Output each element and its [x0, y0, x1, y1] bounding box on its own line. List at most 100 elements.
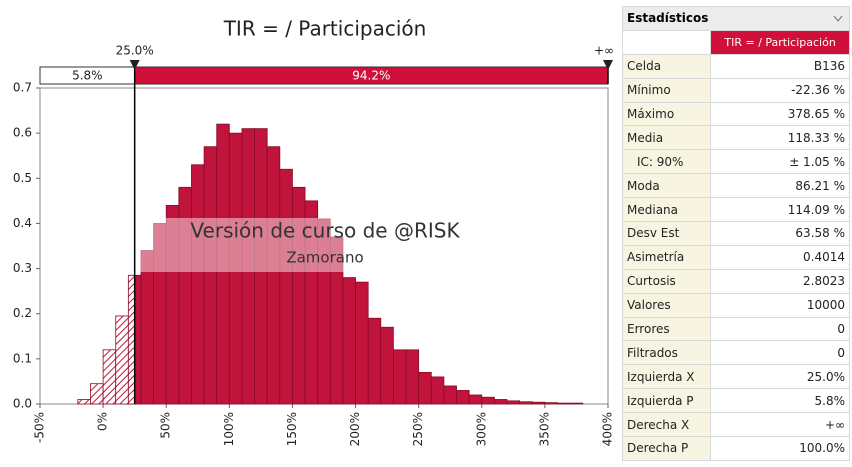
x-tick-label: 300% [474, 412, 488, 446]
stat-value: 5.8% [710, 388, 850, 414]
bar [203, 146, 218, 405]
stat-value: -22.36 % [710, 77, 850, 103]
bar [519, 401, 533, 405]
bar [342, 277, 356, 405]
bar [418, 371, 432, 405]
bar [468, 394, 483, 405]
x-tick-label: 150% [285, 412, 299, 446]
watermark-title: Versión de curso de @RISK [190, 219, 460, 243]
stat-value: 114.09 % [710, 197, 850, 223]
stats-row: Valores 10000 [621, 292, 850, 318]
stats-row: Media 118.33 % [621, 125, 850, 151]
stat-label: Mínimo [621, 77, 712, 103]
stat-label: Curtosis [621, 268, 712, 294]
bar [279, 168, 293, 405]
bar [102, 349, 117, 405]
bar [544, 402, 558, 405]
y-tick-label: 0.3 [13, 261, 32, 275]
stats-row: Asimetría 0.4014 [621, 244, 850, 270]
left-share-label: 5.8% [72, 69, 103, 83]
y-tick-label: 0.7 [13, 81, 32, 95]
stat-label: Máximo [621, 101, 712, 127]
chart: TIR = / Participación 0.0 0.1 0.2 0.3 0.4 0.5… [13, 17, 615, 447]
bar [140, 250, 155, 405]
x-tick-label: 50% [159, 412, 173, 439]
y-tick-label: 0.4 [13, 216, 32, 230]
bar [115, 315, 129, 405]
stat-label: Asimetría [621, 244, 712, 270]
y-tick-label: 0.1 [13, 351, 32, 365]
bar [481, 396, 495, 405]
table-title: Estadísticos [627, 11, 709, 26]
watermark-subtitle: Zamorano [286, 249, 363, 267]
stats-row: Máximo 378.65 % [621, 101, 850, 127]
stat-value: 0 [710, 340, 850, 366]
stat-label: Derecha P [621, 436, 712, 461]
y-tick-label: 0.6 [13, 126, 32, 140]
x-tick-label: 0% [96, 412, 110, 431]
stat-label: IC: 90% [621, 149, 712, 175]
bar [380, 326, 394, 405]
stat-value: 25.0% [710, 364, 850, 390]
stat-value: B136 [710, 53, 850, 79]
y-tick-label: 0.0 [13, 397, 32, 411]
stat-value: 63.58 % [710, 221, 850, 246]
x-tick-label: -50% [33, 412, 47, 443]
right-share-label: 94.2% [352, 69, 390, 83]
right-delimiter-label: +∞ [594, 44, 614, 58]
x-tick-label: 200% [348, 412, 362, 446]
table-header: Estadísticos [622, 6, 850, 31]
bar [443, 385, 457, 405]
bar [90, 383, 104, 405]
bar [493, 399, 508, 405]
bar [355, 281, 369, 405]
stat-label: Derecha X [621, 412, 712, 438]
stat-label: Errores [621, 316, 712, 342]
stat-value: 2.8023 [710, 268, 850, 294]
x-tick-label: 400% [601, 412, 615, 446]
stat-value: 378.65 % [710, 101, 850, 127]
stat-label: Valores [621, 292, 712, 318]
empty-cell [621, 29, 712, 55]
stats-row: Desv Est 63.58 % [621, 221, 850, 246]
stat-value: ± 1.05 % [710, 149, 850, 175]
stat-label: Media [621, 125, 712, 151]
stat-label: Izquierda X [621, 364, 712, 390]
bar [405, 349, 420, 405]
stat-value: 0.4014 [710, 244, 850, 270]
bar [266, 146, 281, 405]
chart-title: TIR = / Participación [223, 17, 427, 41]
stat-value: 100.0% [710, 436, 850, 461]
bar [557, 402, 571, 405]
stat-value: 0 [710, 316, 850, 342]
stat-value: 86.21 % [710, 173, 850, 199]
stats-row: Izquierda P 5.8% [621, 388, 850, 414]
stat-label: Desv Est [621, 221, 712, 246]
stat-label: Izquierda P [621, 388, 712, 414]
stat-label: Filtrados [621, 340, 712, 366]
right-delimiter-handle [603, 60, 613, 70]
x-tick-label: 350% [537, 412, 551, 446]
stat-value: 10000 [710, 292, 850, 318]
y-tick-label: 0.2 [13, 306, 32, 320]
y-tick-label: 0.5 [13, 171, 32, 185]
bar [191, 164, 205, 405]
collapse-icon[interactable] [833, 15, 843, 23]
left-delimiter-label: 25.0% [116, 44, 154, 58]
stats-row: Filtrados 0 [621, 340, 850, 366]
stats-row: Derecha P 100.0% [621, 436, 850, 461]
bar [506, 400, 521, 405]
stats-row: Errores 0 [621, 316, 850, 342]
bar [531, 401, 546, 405]
stats-row: Izquierda X 25.0% [621, 364, 850, 390]
bar [456, 390, 470, 405]
left-delimiter-handle [129, 60, 140, 70]
stat-value: +∞ [710, 412, 850, 438]
stat-label: Mediana [621, 197, 712, 223]
stat-label: Moda [621, 173, 712, 199]
watermark-band [130, 218, 350, 272]
x-tick-label: 250% [411, 412, 425, 446]
stats-row: IC: 90% ± 1.05 % [621, 149, 850, 175]
stat-label: Celda [621, 53, 712, 79]
